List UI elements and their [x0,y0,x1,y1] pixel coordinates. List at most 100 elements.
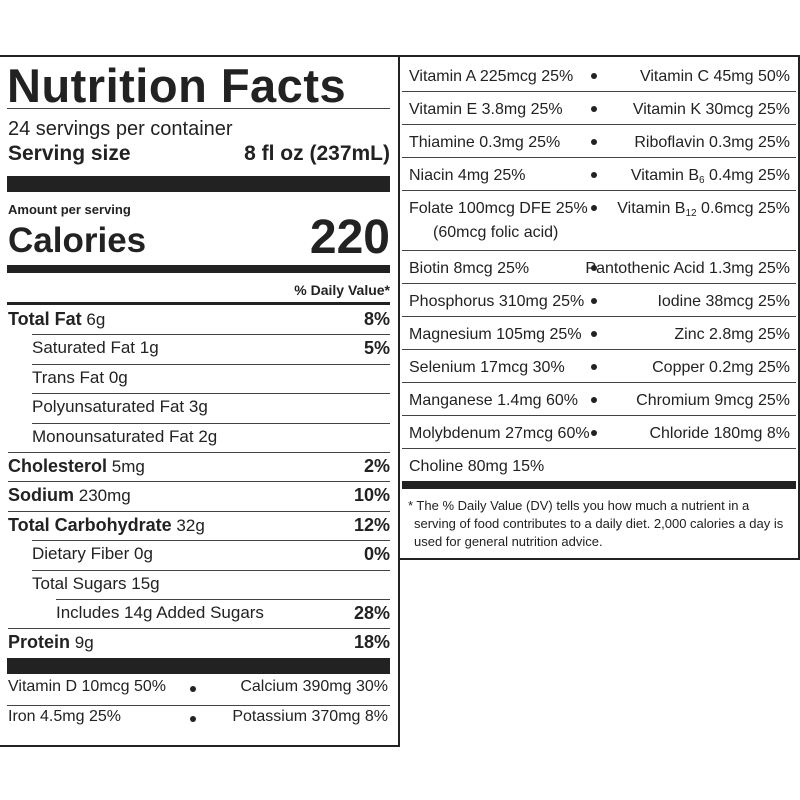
vitamin-amount: 45mg [713,68,754,85]
nutrient-name: Dietary Fiber [32,544,130,564]
vitamin-amount: 100mcg DFE [457,200,552,217]
rule [402,190,796,191]
vitamin-right: Zinc 2.8mg 25% [674,324,790,346]
rule [402,415,796,416]
vitamin-name: Vitamin K [632,101,702,118]
vitamin-name: Biotin [409,260,450,277]
bullet [591,172,597,178]
vitamin-right: Riboflavin 0.3mg 25% [634,132,790,154]
nutrient-name: Monounsaturated Fat [32,426,194,446]
nutrient-name: Saturated Fat [32,338,136,358]
nutrient-dv: 10% [353,485,390,506]
nutrient-row: Includes 14g Added Sugars [56,603,264,623]
rule [402,91,796,92]
rule [8,481,390,483]
vitamin-dv: 25% [530,101,563,118]
vitamin-amount: 1.3mg [709,260,754,277]
bullet [591,298,597,304]
bullet [190,715,196,722]
bullet [591,364,597,370]
rule [32,422,390,424]
vitamin-dv: 25% [493,167,526,184]
vitamin-dv: 25% [757,167,790,184]
amount-label: Amount per serving [8,202,131,217]
vitamin-name: Choline [409,458,464,475]
vitamin-dv: 25% [88,707,121,725]
vitamin-dv: 25% [555,200,588,217]
vitamin-amount: 180mg [713,425,763,442]
nutrient-amount: 0g [108,367,128,387]
bullet [591,430,597,436]
nutrient-name: Protein [8,632,71,653]
serving-size-row: Serving size 8 fl oz (237mL) [8,142,390,166]
vitamin-amount: 0.6mcg [701,200,754,217]
vitamin-name: Vitamin B [630,167,700,184]
vitamin-name: Manganese [409,392,493,409]
vitamin-amount: 4.5mg [40,707,85,725]
vitamin-amount: 225mcg [479,68,537,85]
vitamin-right: Chromium 9mcg 25% [636,390,790,412]
nutrient-row: Sodium 230mg [8,485,131,506]
nutrient-row: Trans Fat 0g [32,368,128,388]
nutrient-amount: 230mg [78,486,131,506]
vitamin-name: Calcium [240,677,299,695]
nutrient-dv: 18% [353,632,390,653]
nutrient-amount: 0g [134,544,153,564]
vitamin-dv: 8% [364,707,388,725]
vitamin-note: (60mcg folic acid) [433,224,559,241]
vitamin-dv: 25% [757,392,790,409]
nutrient-row: Saturated Fat 1g [32,338,159,358]
nutrient-dv: 0% [363,544,390,565]
vitamin-name: Vitamin A [409,68,476,85]
vitamin-amount: 38mcg [705,293,754,310]
vitamin-amount: 370mg [311,707,361,725]
bullet [591,106,597,112]
vitamin-name: Vitamin E [409,101,478,118]
vitamin-dv: 50% [757,68,790,85]
rule [8,452,390,453]
vitamin-left: Molybdenum 27mcg 60% [409,423,590,445]
vitamin-left: Phosphorus 310mg 25% [409,291,584,313]
bar [7,176,390,192]
nutrient-row: Total Sugars 15g [32,574,160,594]
bullet [591,205,597,211]
vitamin-dv: 60% [557,425,590,442]
vitamin-dv: 25% [528,134,561,151]
vitamin-dv: 50% [134,677,167,695]
serving-size-label: Serving size [8,142,131,165]
vitamin-right: Pantothenic Acid 1.3mg 25% [585,258,790,280]
rule [402,448,796,449]
vitamin-left: Selenium 17mcg 30% [409,357,565,379]
vitamin-amount: 17mcg [480,359,529,376]
vitamin-left: Vitamin A 225mcg 25% [409,66,573,88]
vitamin-amount: 0.3mg [479,134,524,151]
vitamin-right: Vitamin B12 0.6mcg 25% [617,198,790,225]
vitamin-amount: 3.8mg [481,101,527,118]
vitamin-right: Calcium 390mg 30% [240,678,388,696]
nutrient-dv: 5% [363,338,390,359]
vitamin-dv: 25% [757,134,790,151]
rule [8,628,390,630]
nutrient-row: Total Fat 6g [8,309,105,330]
nutrient-amount: 3g [188,397,208,417]
vitamin-dv: 25% [541,68,574,85]
rule [402,316,796,317]
bullet [591,265,597,271]
vitamin-name: Iodine [657,293,702,310]
nutrient-name: Total Fat [8,309,82,329]
bar [7,265,390,273]
vitamin-dv: 25% [549,326,582,343]
rule [7,108,390,109]
vitamin-amount: 8mcg [453,260,493,277]
vitamin-right: Potassium 370mg 8% [232,708,388,726]
vitamin-left: Manganese 1.4mg 60% [409,390,578,412]
vitamin-dv: 15% [512,458,545,475]
vitamin-sub: 12 [685,208,697,219]
dv-header: % Daily Value* [294,282,390,298]
vitamin-dv: 30% [532,359,565,376]
bullet [591,139,597,145]
vitamin-dv: 25% [757,293,790,310]
rule [7,302,390,305]
vitamin-amount: 2.8mg [709,326,754,343]
